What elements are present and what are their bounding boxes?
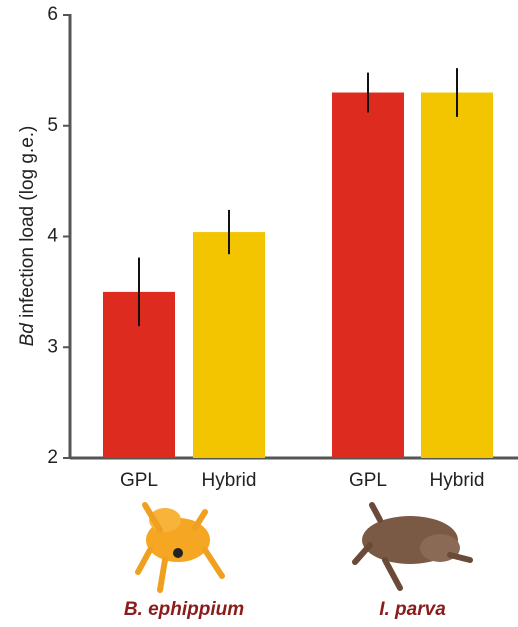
x-tick-label: Hybrid [202,470,257,491]
y-tick-label: 4 [47,226,58,247]
bar [421,92,493,459]
group-label: B. ephippium [124,599,244,620]
frog-i-parva [352,502,473,591]
y-axis-label: Bd infection load (log g.e.) [17,126,38,347]
y-tick-label: 6 [47,4,58,25]
x-tick-label: GPL [120,470,158,491]
frog-b-ephippium [135,502,225,593]
y-tick-label: 5 [47,115,58,136]
y-tick-label: 3 [47,336,58,357]
bar [332,92,404,459]
bar [193,232,265,458]
x-tick-label: Hybrid [430,470,485,491]
y-tick-label: 2 [47,447,58,468]
group-label: I. parva [379,599,446,620]
y-label-rest: infection load (log g.e.) [17,126,38,318]
x-tick-label: GPL [349,470,387,491]
y-label-italic: Bd [17,322,38,347]
